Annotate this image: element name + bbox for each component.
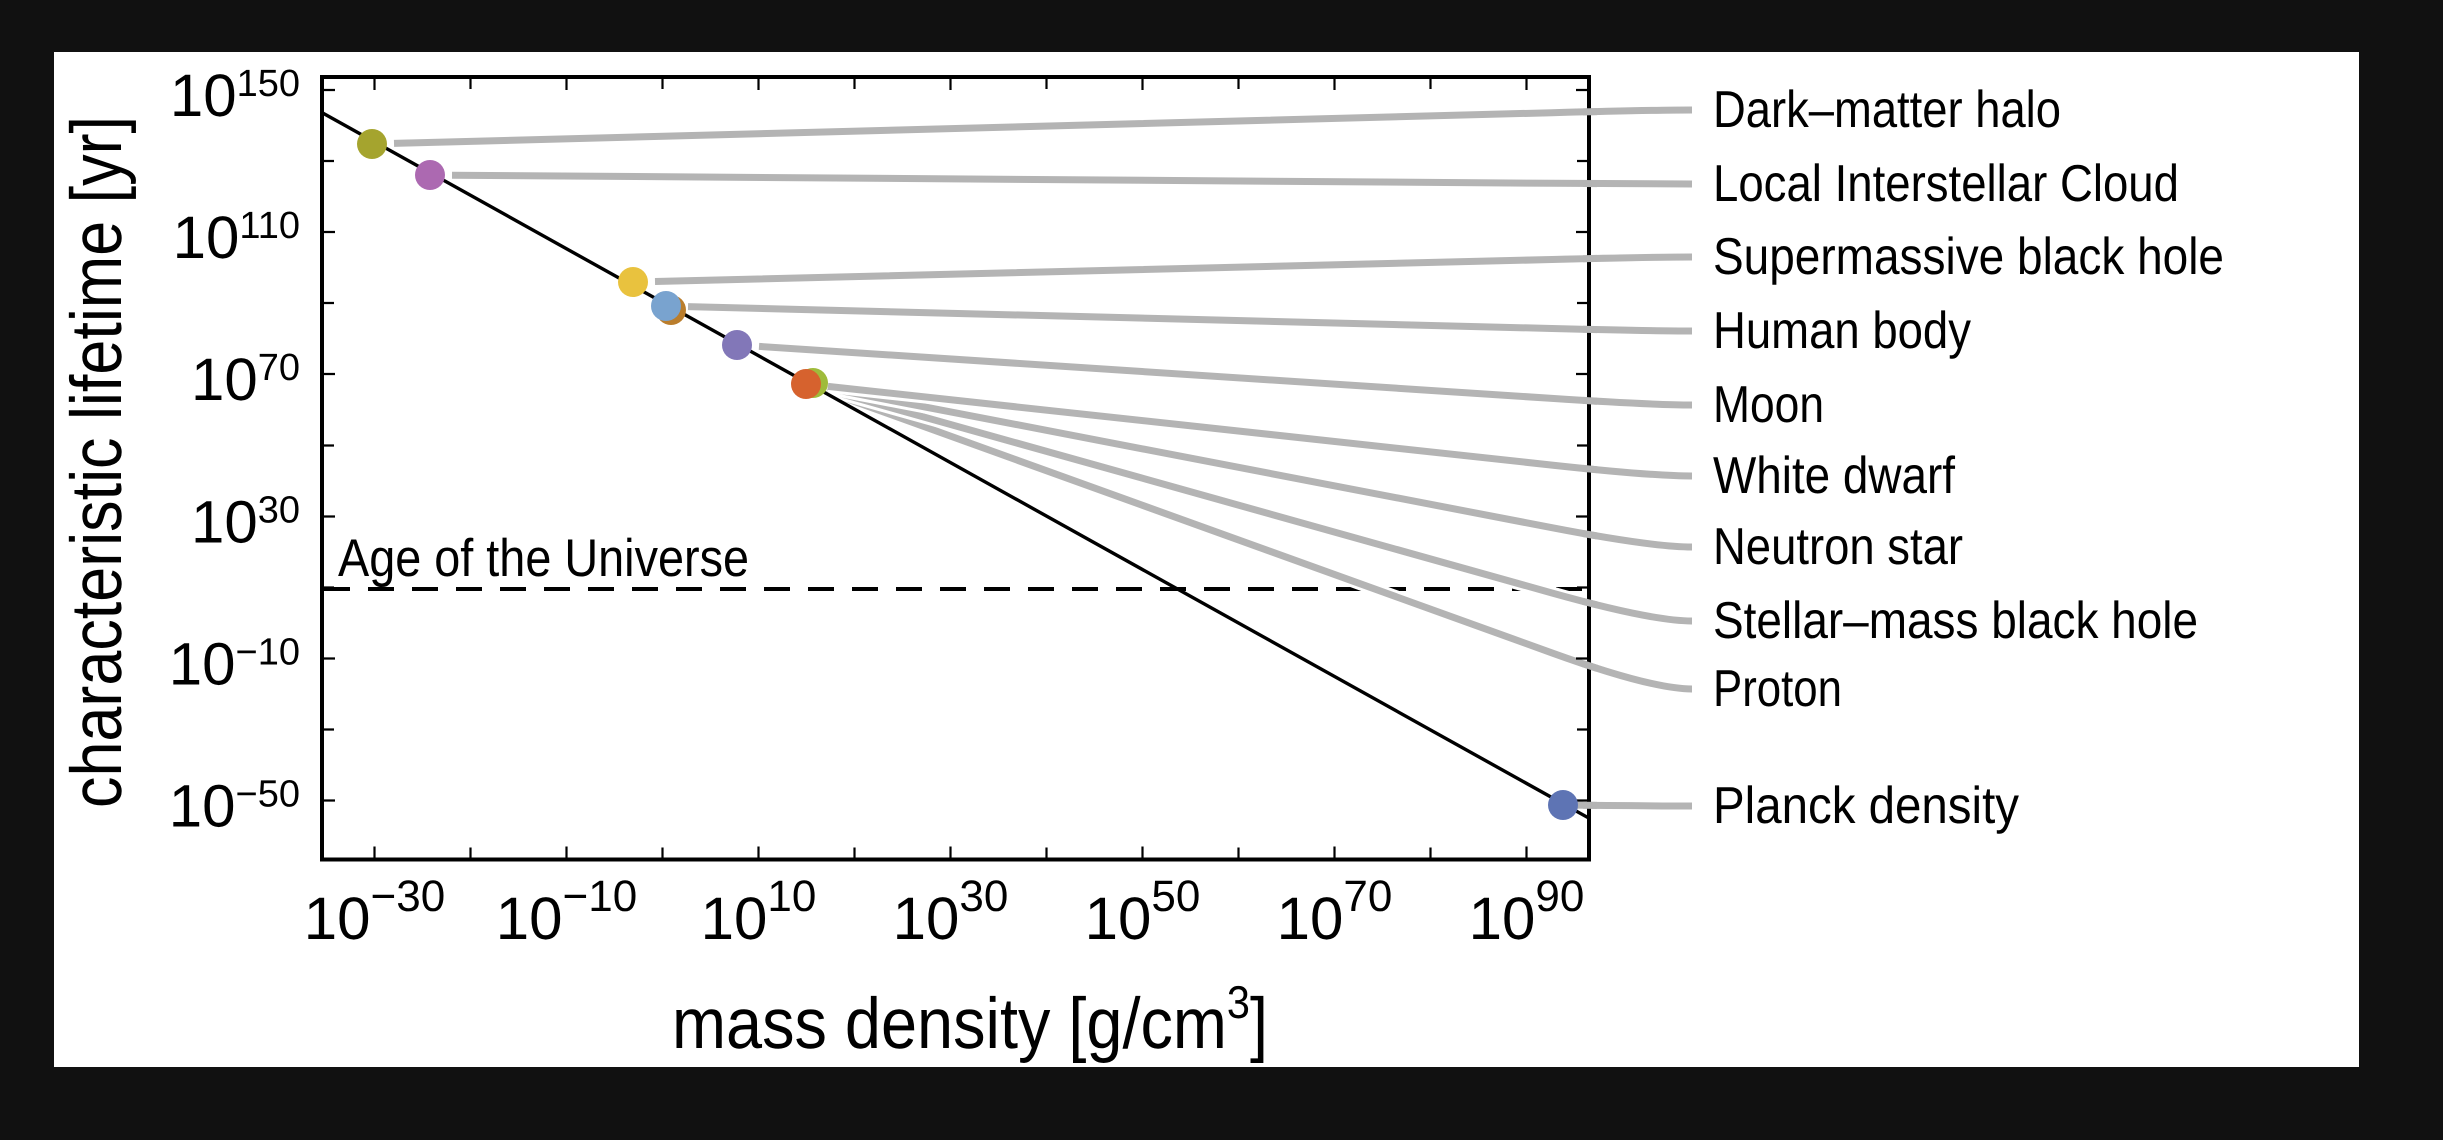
svg-text:10−10: 10−10 — [169, 631, 300, 698]
svg-text:Moon: Moon — [1713, 376, 1824, 434]
svg-text:Human body: Human body — [1713, 302, 1971, 360]
svg-text:Neutron star: Neutron star — [1713, 518, 1963, 576]
svg-text:10−30: 10−30 — [304, 872, 445, 952]
svg-text:1090: 1090 — [1469, 872, 1585, 952]
svg-text:mass density [g/cm3]: mass density [g/cm3] — [672, 976, 1268, 1064]
svg-text:1070: 1070 — [1277, 872, 1393, 952]
svg-text:Planck density: Planck density — [1713, 777, 2019, 835]
svg-text:10150: 10150 — [170, 62, 300, 129]
svg-text:characteristic lifetime [yr]: characteristic lifetime [yr] — [57, 116, 137, 808]
svg-text:10110: 10110 — [173, 204, 300, 271]
svg-text:1030: 1030 — [191, 489, 300, 556]
svg-text:Local Interstellar Cloud: Local Interstellar Cloud — [1713, 155, 2179, 213]
svg-text:1030: 1030 — [893, 872, 1009, 952]
svg-text:Dark–matter halo: Dark–matter halo — [1713, 81, 2061, 139]
svg-text:10−10: 10−10 — [496, 872, 637, 952]
svg-text:10−50: 10−50 — [169, 773, 300, 840]
svg-text:1070: 1070 — [191, 346, 300, 413]
svg-text:Age of the Universe: Age of the Universe — [338, 529, 749, 588]
svg-text:1010: 1010 — [701, 872, 817, 952]
svg-text:Proton: Proton — [1713, 660, 1842, 718]
svg-text:1050: 1050 — [1085, 872, 1201, 952]
svg-text:White dwarf: White dwarf — [1713, 447, 1955, 505]
svg-text:Stellar–mass black hole: Stellar–mass black hole — [1713, 592, 2198, 650]
svg-text:Supermassive black hole: Supermassive black hole — [1713, 228, 2224, 286]
